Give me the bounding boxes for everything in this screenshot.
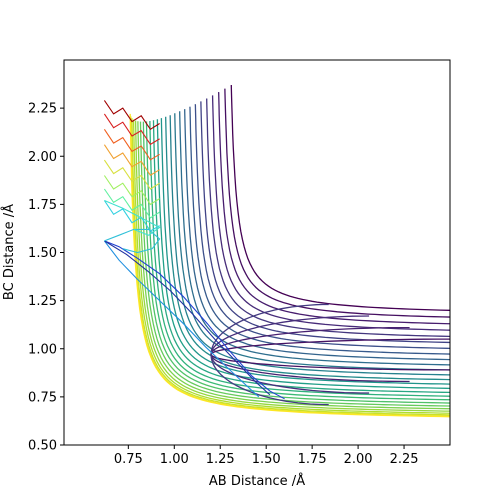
contour-line [137, 121, 450, 410]
trajectory-bundles [103, 100, 160, 232]
trajectory-bundle-line [103, 144, 160, 176]
contour-line [134, 120, 450, 412]
x-tick-label: 2.25 [390, 452, 419, 467]
contour-line [156, 119, 450, 390]
y-tick-label: 0.75 [28, 390, 57, 405]
x-tick-label: 2.00 [344, 452, 373, 467]
x-tick-label: 0.75 [114, 452, 143, 467]
trajectory-lines [103, 199, 285, 400]
y-tick-label: 1.75 [28, 198, 57, 213]
contour-line [174, 113, 450, 371]
contour-line [160, 118, 450, 385]
contour-line [224, 88, 450, 318]
x-axis-label: AB Distance /Å [209, 473, 305, 489]
trajectory-line [104, 240, 271, 396]
x-tick-label: 1.25 [206, 452, 235, 467]
trajectory-bundle-line [103, 113, 160, 146]
y-axis-label: BC Distance /Å [1, 204, 17, 300]
contour-line [230, 85, 450, 311]
contour-line [152, 120, 450, 394]
contour-line [129, 113, 450, 418]
contour-line [165, 116, 450, 381]
x-tick-label: 1.00 [160, 452, 189, 467]
contour-line [145, 121, 450, 401]
contour-line [206, 98, 450, 338]
trajectory-bundle-line [103, 159, 160, 190]
contour-line [200, 101, 450, 344]
contour-line [211, 95, 450, 331]
x-axis-ticks: 0.75 1.00 1.25 1.50 1.75 2.00 2.25 [114, 445, 419, 467]
x-tick-label: 1.50 [252, 452, 281, 467]
y-axis-ticks: 0.50 0.75 1.00 1.25 1.50 1.75 2.00 2.25 [28, 102, 64, 454]
contour-line [189, 106, 450, 355]
contour-line [169, 115, 450, 376]
trajectory-bundle-line [103, 175, 160, 206]
trajectory-line [104, 199, 161, 236]
contour-lines [129, 85, 450, 418]
contour-line [132, 119, 450, 414]
plot-area [103, 85, 450, 418]
x-tick-label: 1.75 [298, 452, 327, 467]
contour-line [139, 121, 450, 407]
y-tick-label: 2.25 [28, 102, 57, 117]
y-tick-label: 2.00 [28, 150, 57, 165]
trajectory-line [104, 240, 285, 400]
trajectory-bundle-line [103, 188, 160, 219]
contour-line [184, 109, 450, 361]
contour-line [194, 104, 450, 350]
contour-line [149, 121, 450, 397]
y-tick-label: 0.50 [28, 439, 57, 454]
trajectory-bundle-line [103, 100, 160, 131]
trajectory-line [103, 240, 260, 398]
trajectory-line [104, 228, 161, 254]
contour-line [179, 111, 450, 366]
trajectory-bundle-line [103, 128, 160, 161]
y-tick-label: 1.25 [28, 294, 57, 309]
contour-line [217, 92, 450, 325]
contour-line [142, 121, 450, 404]
y-tick-label: 1.50 [28, 246, 57, 261]
well-contour-line [210, 303, 329, 406]
contour-line [131, 118, 450, 416]
y-tick-label: 1.00 [28, 342, 57, 357]
